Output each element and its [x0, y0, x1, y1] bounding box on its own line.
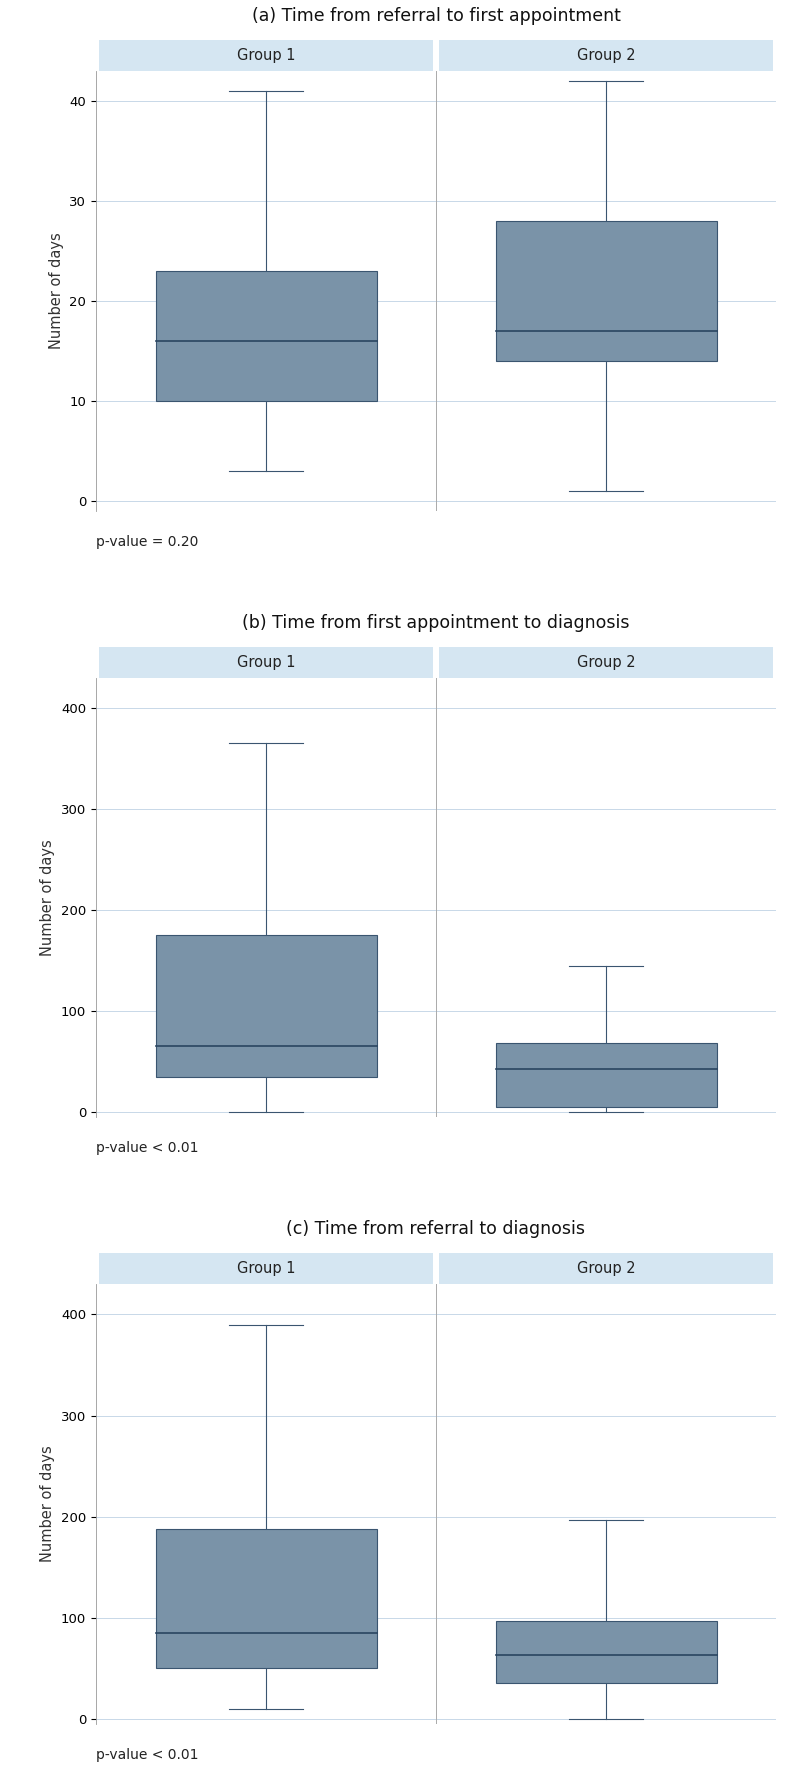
Title: (a) Time from referral to first appointment: (a) Time from referral to first appointm… [251, 7, 621, 25]
Text: Group 2: Group 2 [577, 654, 635, 670]
Text: Group 1: Group 1 [237, 48, 295, 64]
Text: Group 2: Group 2 [577, 1262, 635, 1276]
Bar [155, 1528, 377, 1669]
Bar [99, 647, 433, 677]
Y-axis label: Number of days: Number of days [41, 1445, 55, 1562]
Bar [155, 935, 377, 1077]
Bar [439, 647, 773, 677]
Text: p-value < 0.01: p-value < 0.01 [96, 1141, 198, 1155]
Text: Group 2: Group 2 [577, 48, 635, 64]
Bar [495, 1621, 717, 1683]
Bar [495, 220, 717, 361]
Bar [439, 41, 773, 71]
Text: p-value = 0.20: p-value = 0.20 [96, 535, 198, 549]
Y-axis label: Number of days: Number of days [41, 839, 55, 956]
Bar [155, 270, 377, 402]
Title: (c) Time from referral to diagnosis: (c) Time from referral to diagnosis [286, 1221, 586, 1239]
Bar [99, 1253, 433, 1285]
Text: Group 1: Group 1 [237, 1262, 295, 1276]
Bar [439, 1253, 773, 1285]
Text: Group 1: Group 1 [237, 654, 295, 670]
Title: (b) Time from first appointment to diagnosis: (b) Time from first appointment to diagn… [242, 613, 630, 631]
Y-axis label: Number of days: Number of days [49, 233, 64, 350]
Bar [495, 1043, 717, 1107]
Text: p-value < 0.01: p-value < 0.01 [96, 1749, 198, 1761]
Bar [99, 41, 433, 71]
